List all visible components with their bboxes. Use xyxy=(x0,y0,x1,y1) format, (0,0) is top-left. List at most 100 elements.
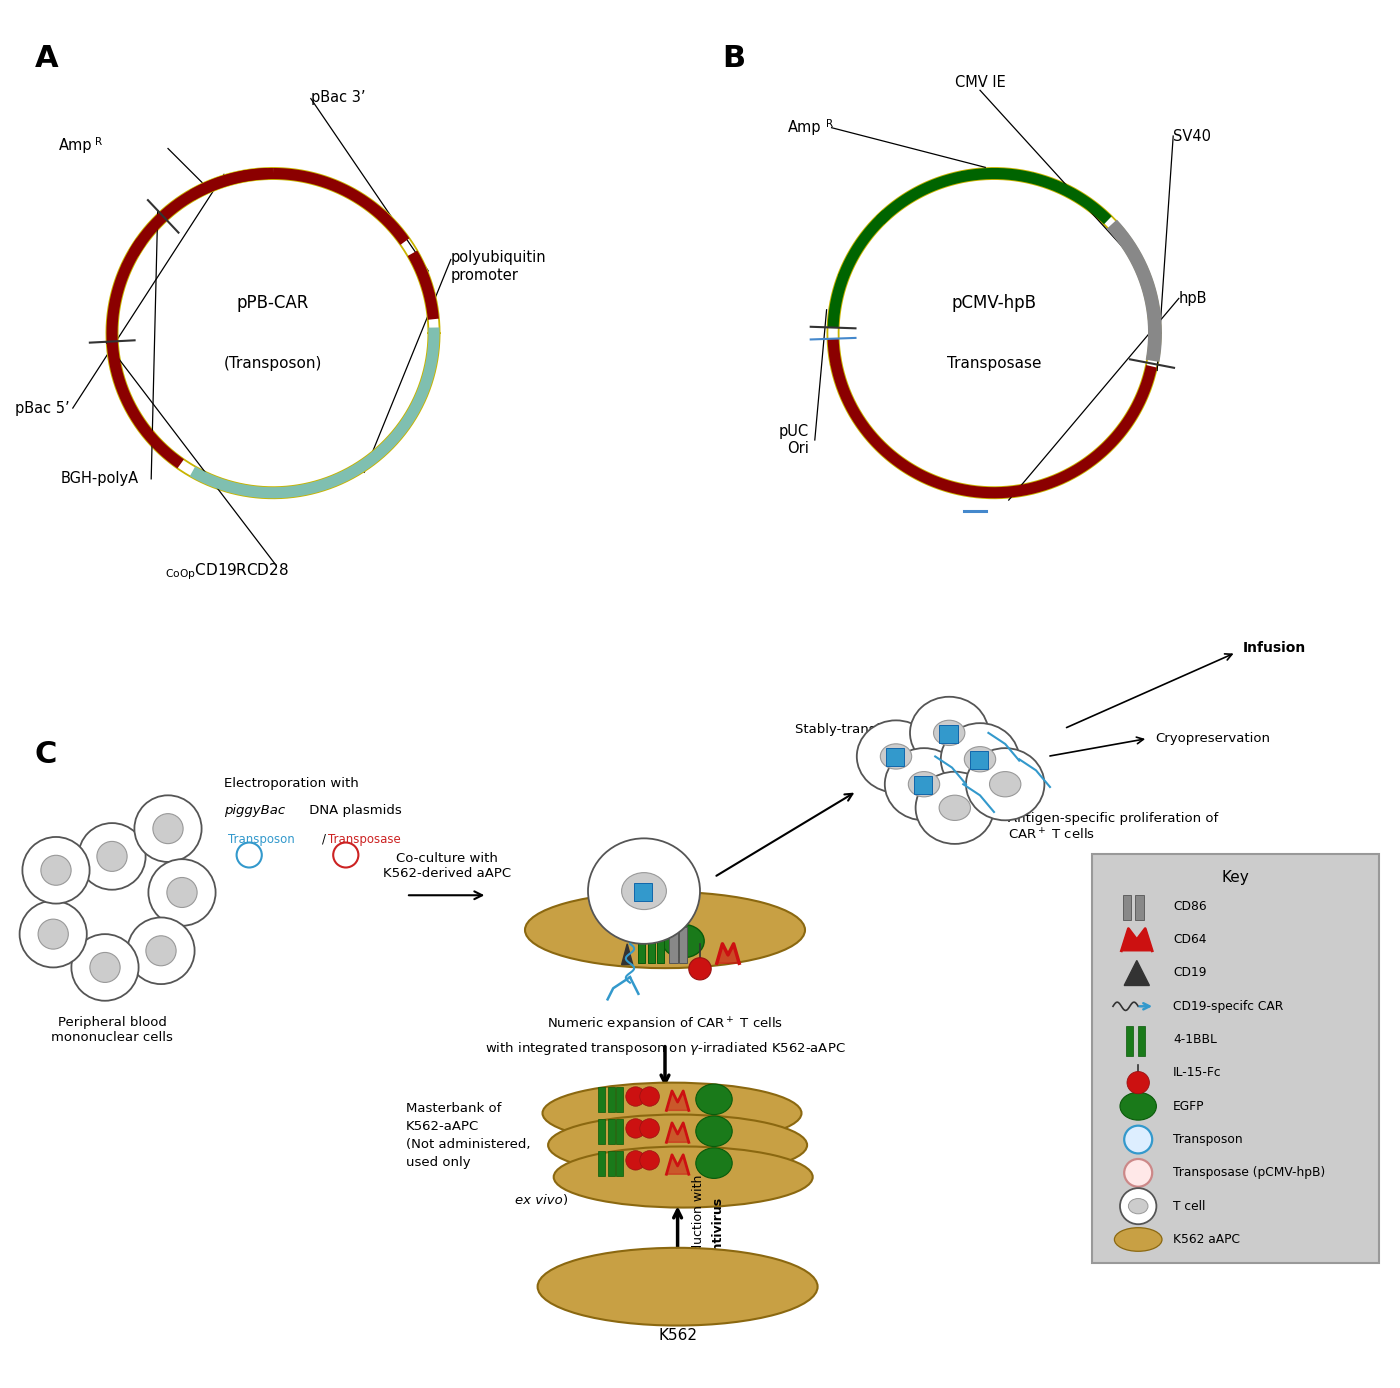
Circle shape xyxy=(90,952,120,983)
Text: Transposase: Transposase xyxy=(946,357,1042,371)
Circle shape xyxy=(1120,1188,1156,1224)
Text: pBac 3’: pBac 3’ xyxy=(311,90,365,104)
Text: BGH-polyA: BGH-polyA xyxy=(60,472,139,486)
Text: Infusion: Infusion xyxy=(1243,641,1306,655)
Circle shape xyxy=(78,823,146,890)
Ellipse shape xyxy=(622,873,666,909)
Bar xyxy=(634,883,652,901)
Ellipse shape xyxy=(696,1148,732,1178)
Text: Key: Key xyxy=(1222,870,1249,886)
Text: (Transposon): (Transposon) xyxy=(224,357,322,371)
Bar xyxy=(1123,895,1131,920)
Ellipse shape xyxy=(934,720,965,745)
Ellipse shape xyxy=(553,1146,812,1208)
Circle shape xyxy=(237,843,262,868)
Ellipse shape xyxy=(588,838,700,944)
Circle shape xyxy=(626,1087,645,1106)
Bar xyxy=(638,933,645,963)
Ellipse shape xyxy=(990,772,1021,797)
Ellipse shape xyxy=(1120,1092,1156,1120)
Bar xyxy=(1138,1026,1145,1056)
Bar xyxy=(616,1151,623,1176)
Ellipse shape xyxy=(881,744,911,769)
Text: Amp: Amp xyxy=(59,139,92,153)
Circle shape xyxy=(167,877,197,908)
Polygon shape xyxy=(1124,960,1149,985)
Text: Transposase (pCMV-hpB): Transposase (pCMV-hpB) xyxy=(1173,1166,1326,1180)
Circle shape xyxy=(71,934,139,1001)
Text: T cell: T cell xyxy=(1173,1199,1205,1213)
Text: hpB: hpB xyxy=(1179,291,1207,305)
Text: K562 aAPC: K562 aAPC xyxy=(1173,1233,1240,1246)
Ellipse shape xyxy=(966,748,1044,820)
Text: Numeric expansion of CAR$^+$ T cells: Numeric expansion of CAR$^+$ T cells xyxy=(547,1016,783,1034)
Polygon shape xyxy=(666,1091,689,1110)
Ellipse shape xyxy=(525,892,805,969)
Circle shape xyxy=(640,1087,659,1106)
Ellipse shape xyxy=(910,697,988,769)
Text: pCMV-hpB: pCMV-hpB xyxy=(952,294,1036,311)
Text: lentivirus: lentivirus xyxy=(711,1196,724,1263)
Circle shape xyxy=(1124,1159,1152,1187)
Bar xyxy=(657,933,664,963)
Text: Antigen-specific proliferation of
CAR$^+$ T cells: Antigen-specific proliferation of CAR$^+… xyxy=(1008,812,1218,843)
Bar xyxy=(598,1087,605,1112)
Bar xyxy=(679,927,687,963)
Text: polyubiquitin
promoter: polyubiquitin promoter xyxy=(451,250,546,283)
Ellipse shape xyxy=(543,1083,801,1144)
Circle shape xyxy=(1124,1126,1152,1153)
Text: A: A xyxy=(35,44,59,74)
Text: Co-culture with
K562-derived aAPC: Co-culture with K562-derived aAPC xyxy=(382,852,511,880)
Ellipse shape xyxy=(547,1115,806,1176)
Text: piggyBac: piggyBac xyxy=(224,804,286,816)
Circle shape xyxy=(626,1119,645,1138)
Text: B: B xyxy=(722,44,746,74)
Text: Transduction with: Transduction with xyxy=(692,1174,704,1285)
Polygon shape xyxy=(666,1155,689,1174)
Text: pPB-CAR: pPB-CAR xyxy=(237,294,309,311)
Text: CD19: CD19 xyxy=(1173,966,1207,980)
Text: R: R xyxy=(95,137,102,147)
Bar xyxy=(1135,895,1144,920)
Circle shape xyxy=(640,1119,659,1138)
Text: CMV IE: CMV IE xyxy=(955,75,1005,90)
Bar xyxy=(939,725,958,743)
Ellipse shape xyxy=(916,772,994,844)
Text: pBac 5’: pBac 5’ xyxy=(15,401,70,415)
Text: $_{\mathsf{CoOp}}$CD19RCD28: $_{\mathsf{CoOp}}$CD19RCD28 xyxy=(165,562,288,582)
Bar xyxy=(598,1119,605,1144)
Text: 4-1BBL: 4-1BBL xyxy=(1173,1033,1217,1047)
Text: pUC
Ori: pUC Ori xyxy=(778,423,809,457)
Ellipse shape xyxy=(941,723,1019,795)
Ellipse shape xyxy=(857,720,935,793)
Polygon shape xyxy=(622,944,633,965)
Text: R: R xyxy=(826,119,833,129)
Bar xyxy=(608,1119,615,1144)
Text: Amp: Amp xyxy=(788,121,822,135)
Circle shape xyxy=(640,1151,659,1170)
Ellipse shape xyxy=(1114,1228,1162,1252)
Text: Transposon: Transposon xyxy=(1173,1133,1243,1146)
Text: Peripheral blood
mononuclear cells: Peripheral blood mononuclear cells xyxy=(50,1016,174,1044)
Bar xyxy=(648,933,655,963)
Bar xyxy=(616,1087,623,1112)
Circle shape xyxy=(153,813,183,844)
Bar xyxy=(598,1151,605,1176)
Text: C: C xyxy=(35,740,57,769)
Text: CD19-specifc CAR: CD19-specifc CAR xyxy=(1173,999,1284,1013)
Ellipse shape xyxy=(909,772,939,797)
Text: IL-15-Fc: IL-15-Fc xyxy=(1173,1066,1222,1080)
Polygon shape xyxy=(1121,929,1152,951)
Text: ): ) xyxy=(563,1194,568,1206)
Bar xyxy=(608,1087,615,1112)
Bar xyxy=(1126,1026,1133,1056)
Ellipse shape xyxy=(965,747,995,772)
Polygon shape xyxy=(717,944,739,963)
Bar xyxy=(608,1151,615,1176)
Circle shape xyxy=(1127,1072,1149,1094)
Ellipse shape xyxy=(1128,1199,1148,1213)
Circle shape xyxy=(97,841,127,872)
Bar xyxy=(616,1119,623,1144)
Circle shape xyxy=(22,837,90,904)
Text: EGFP: EGFP xyxy=(1173,1099,1204,1113)
